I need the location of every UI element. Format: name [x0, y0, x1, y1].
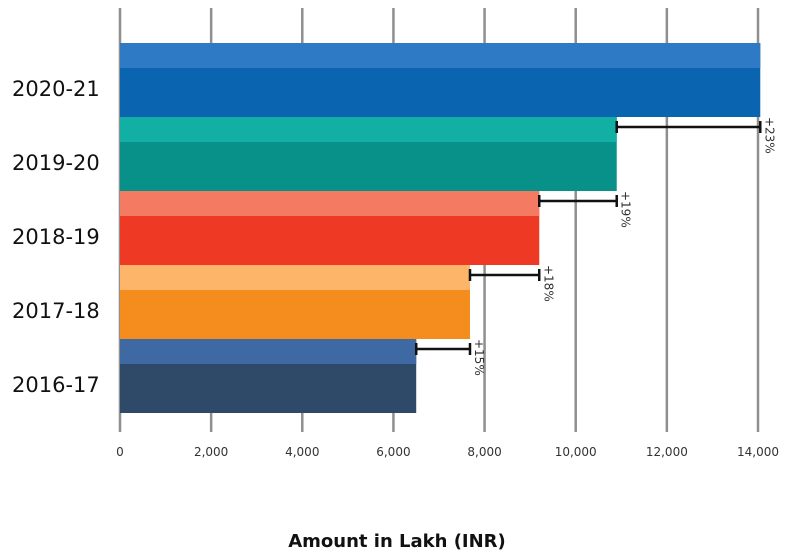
category-label: 2020-21: [12, 77, 100, 101]
category-label: 2017-18: [12, 299, 100, 323]
category-label: 2018-19: [12, 225, 100, 249]
x-tick-label: 12,000: [646, 445, 688, 459]
bar-accent: [120, 191, 540, 216]
growth-label: +15%: [472, 339, 486, 376]
bar-accent: [120, 43, 761, 68]
x-tick-labels: 0 2,000 4,000 6,000 8,000 10,000 12,000 14,000: [116, 445, 779, 459]
bar-accent: [120, 117, 617, 142]
bar-accent: [120, 339, 417, 364]
x-axis-title: Amount in Lakh (INR): [288, 531, 506, 552]
bar-accent: [120, 265, 470, 290]
x-tick-label: 0: [116, 445, 124, 459]
bars: [120, 43, 761, 413]
x-tick-label: 8,000: [467, 445, 501, 459]
x-tick-label: 6,000: [376, 445, 410, 459]
category-labels: 2020-21 2019-20 2018-19 2017-18 2016-17: [12, 77, 100, 397]
category-label: 2019-20: [12, 151, 100, 175]
x-tick-label: 4,000: [285, 445, 319, 459]
growth-label: +23%: [762, 117, 776, 154]
category-label: 2016-17: [12, 373, 100, 397]
growth-label: +19%: [619, 191, 633, 228]
growth-annotations: +15% +18% +19% +23%: [414, 117, 776, 376]
growth-label: +18%: [541, 265, 555, 302]
x-tick-label: 2,000: [194, 445, 228, 459]
x-tick-label: 10,000: [555, 445, 597, 459]
x-tick-label: 14,000: [737, 445, 779, 459]
